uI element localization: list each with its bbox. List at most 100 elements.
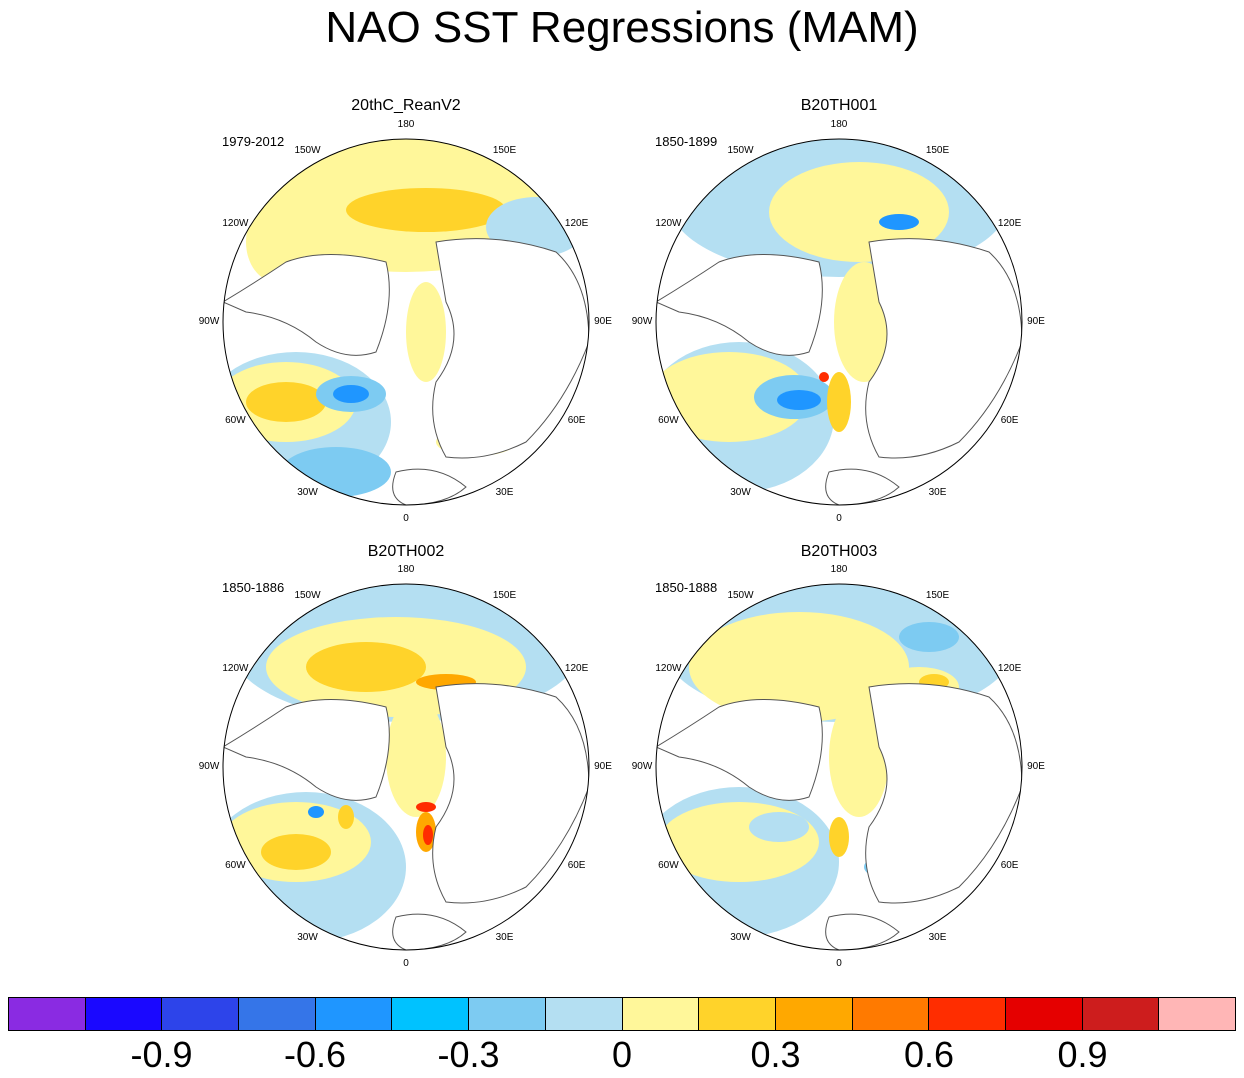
longitude-label: 60W bbox=[225, 414, 246, 426]
longitude-label: 120E bbox=[564, 217, 589, 229]
colorbar-box bbox=[315, 998, 393, 1030]
land-mass bbox=[825, 468, 900, 505]
longitude-label: 60E bbox=[567, 859, 586, 871]
land-mass bbox=[392, 913, 467, 950]
land-mass bbox=[432, 238, 589, 459]
longitude-label: 150E bbox=[925, 145, 950, 157]
colorbar-box bbox=[775, 998, 853, 1030]
contour-region bbox=[423, 825, 433, 845]
longitude-label: 90W bbox=[631, 316, 653, 327]
contour-region bbox=[333, 385, 369, 403]
longitude-label: 120E bbox=[564, 662, 589, 674]
longitude-label: 60E bbox=[567, 414, 586, 426]
longitude-label: 120W bbox=[222, 662, 249, 674]
longitude-label: 180 bbox=[397, 564, 415, 575]
contour-region bbox=[416, 802, 436, 812]
longitude-label: 30W bbox=[730, 486, 751, 498]
longitude-label: 150E bbox=[925, 590, 950, 602]
colorbar-tick-label: 0.6 bbox=[903, 1034, 955, 1075]
panel-period-1: 1979-2012 bbox=[222, 134, 285, 149]
longitude-label: 30W bbox=[730, 931, 751, 943]
longitude-label: 150W bbox=[727, 590, 754, 602]
contour-region bbox=[899, 622, 959, 652]
contour-region bbox=[769, 162, 949, 262]
longitude-label: 90E bbox=[594, 761, 612, 772]
panel-title-4: B20TH003 bbox=[800, 543, 878, 560]
longitude-label: 180 bbox=[830, 119, 848, 130]
contour-region bbox=[656, 352, 809, 442]
colorbar bbox=[8, 997, 1236, 1031]
longitude-label: 90W bbox=[198, 761, 220, 772]
colorbar-tick-label: 0.9 bbox=[1057, 1034, 1108, 1075]
colorbar-box bbox=[469, 998, 546, 1030]
longitude-label: 120W bbox=[222, 217, 249, 229]
longitude-label: 90W bbox=[198, 316, 220, 327]
longitude-label: 150E bbox=[492, 145, 517, 157]
contour-region bbox=[879, 214, 919, 230]
longitude-label: 180 bbox=[830, 564, 848, 575]
land-mass bbox=[656, 699, 823, 801]
longitude-label: 150W bbox=[294, 145, 321, 157]
contour-region bbox=[386, 697, 446, 817]
land-mass bbox=[825, 913, 900, 950]
colorbar-box bbox=[622, 998, 700, 1030]
longitude-label: 150E bbox=[492, 590, 517, 602]
colorbar-box bbox=[162, 998, 240, 1030]
land-mass bbox=[656, 254, 823, 356]
longitude-label: 60E bbox=[1000, 414, 1019, 426]
longitude-label: 30W bbox=[297, 486, 318, 498]
colorbar-box bbox=[1082, 998, 1160, 1030]
contour-region bbox=[306, 642, 426, 692]
longitude-label: 90W bbox=[631, 761, 653, 772]
longitude-label: 120W bbox=[655, 217, 682, 229]
panel-title-2: B20TH001 bbox=[800, 97, 878, 114]
longitude-label: 30E bbox=[928, 931, 947, 943]
longitude-label: 30W bbox=[297, 931, 318, 943]
panel-title-3: B20TH002 bbox=[367, 543, 445, 560]
longitude-label: 180 bbox=[397, 119, 415, 130]
contour-region bbox=[308, 806, 324, 818]
longitude-label: 60W bbox=[658, 859, 679, 871]
colorbar-tick-label: -0.9 bbox=[130, 1034, 193, 1075]
longitude-label: 0 bbox=[836, 958, 842, 969]
colorbar-tick-label: 0.3 bbox=[750, 1034, 801, 1075]
longitude-label: 120W bbox=[655, 662, 682, 674]
colorbar-box bbox=[545, 998, 623, 1030]
longitude-label: 0 bbox=[836, 513, 842, 524]
colorbar-box bbox=[239, 998, 316, 1030]
longitude-label: 30E bbox=[495, 931, 514, 943]
contour-region bbox=[819, 372, 829, 382]
colorbar-box bbox=[1159, 998, 1235, 1030]
longitude-label: 0 bbox=[403, 958, 409, 969]
colorbar-box bbox=[9, 998, 86, 1030]
colorbar-box bbox=[392, 998, 470, 1030]
polar-map-2 bbox=[655, 138, 1023, 506]
land-mass bbox=[865, 238, 1022, 459]
colorbar-box bbox=[1005, 998, 1083, 1030]
polar-map-3 bbox=[222, 583, 590, 951]
land-mass bbox=[223, 699, 390, 801]
land-mass bbox=[392, 468, 467, 505]
colorbar-tick-label: 0 bbox=[611, 1034, 633, 1075]
contour-region bbox=[829, 697, 889, 817]
colorbar-box bbox=[852, 998, 930, 1030]
polar-map-1 bbox=[222, 138, 590, 506]
contour-region bbox=[406, 282, 446, 382]
longitude-label: 60E bbox=[1000, 859, 1019, 871]
contour-region bbox=[827, 372, 851, 432]
contour-region bbox=[346, 188, 506, 232]
longitude-label: 90E bbox=[594, 316, 612, 327]
colorbar-tick-label: -0.6 bbox=[283, 1034, 347, 1075]
panel-title-1: 20thC_ReanV2 bbox=[351, 97, 461, 114]
polar-map-4 bbox=[655, 583, 1023, 951]
land-mass bbox=[432, 683, 589, 904]
longitude-label: 60W bbox=[225, 859, 246, 871]
contour-region bbox=[246, 382, 326, 422]
panel-period-4: 1850-1888 bbox=[655, 580, 718, 595]
colorbar-box bbox=[699, 998, 776, 1030]
longitude-label: 0 bbox=[403, 513, 409, 524]
contour-region bbox=[749, 812, 809, 842]
contour-region bbox=[829, 817, 849, 857]
longitude-label: 150W bbox=[294, 590, 321, 602]
longitude-label: 90E bbox=[1027, 316, 1045, 327]
